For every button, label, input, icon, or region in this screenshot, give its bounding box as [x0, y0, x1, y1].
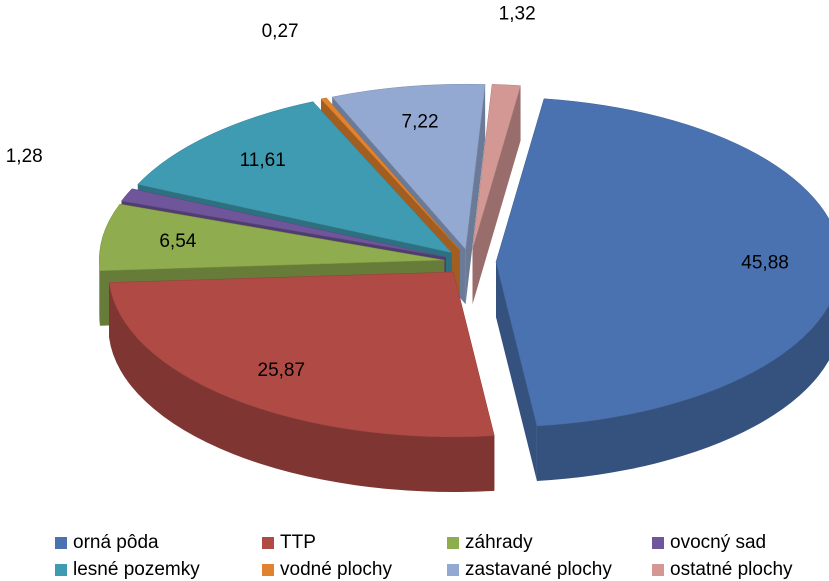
data-label: 11,61: [240, 150, 286, 171]
data-label: 25,87: [258, 360, 306, 381]
slice: [495, 98, 829, 481]
legend-swatch: [262, 537, 274, 549]
legend-label: lesné pozemky: [73, 559, 200, 580]
legend-swatch: [262, 564, 274, 576]
legend-swatch: [55, 564, 67, 576]
data-label: 0,27: [262, 21, 299, 42]
slice: [108, 271, 495, 492]
legend-label: záhrady: [465, 532, 533, 553]
data-label: 6,54: [159, 231, 196, 252]
legend-label: vodné plochy: [280, 559, 392, 580]
slice-side: [536, 305, 829, 481]
slice-wall: [495, 262, 537, 481]
slice-top: [331, 83, 486, 250]
data-label: 7,22: [402, 111, 439, 132]
slice-top: [121, 188, 446, 258]
slice-side: [99, 260, 100, 326]
legend-swatch: [652, 537, 664, 549]
data-label: 1,28: [6, 146, 43, 167]
slice-side: [109, 282, 495, 492]
legend-label: orná pôda: [73, 532, 159, 553]
data-label: 45,88: [741, 252, 789, 273]
slice-top: [320, 97, 460, 251]
legend-label: ovocný sad: [670, 532, 766, 553]
slice-top: [99, 203, 445, 271]
slice-top: [137, 101, 453, 254]
slice-top: [472, 84, 521, 250]
legend-label: TTP: [280, 532, 316, 553]
slice: [472, 84, 521, 305]
legend-label: zastavané plochy: [465, 559, 612, 580]
slice-wall: [465, 84, 486, 305]
data-label: 1,32: [499, 3, 536, 24]
slice-top: [495, 98, 829, 427]
legend-swatch: [447, 537, 459, 549]
legend-swatch: [652, 564, 664, 576]
slice-top: [108, 271, 495, 438]
legend-swatch: [447, 564, 459, 576]
legend-swatch: [55, 537, 67, 549]
slice-wall: [472, 85, 521, 305]
legend-label: ostatné plochy: [670, 559, 793, 580]
